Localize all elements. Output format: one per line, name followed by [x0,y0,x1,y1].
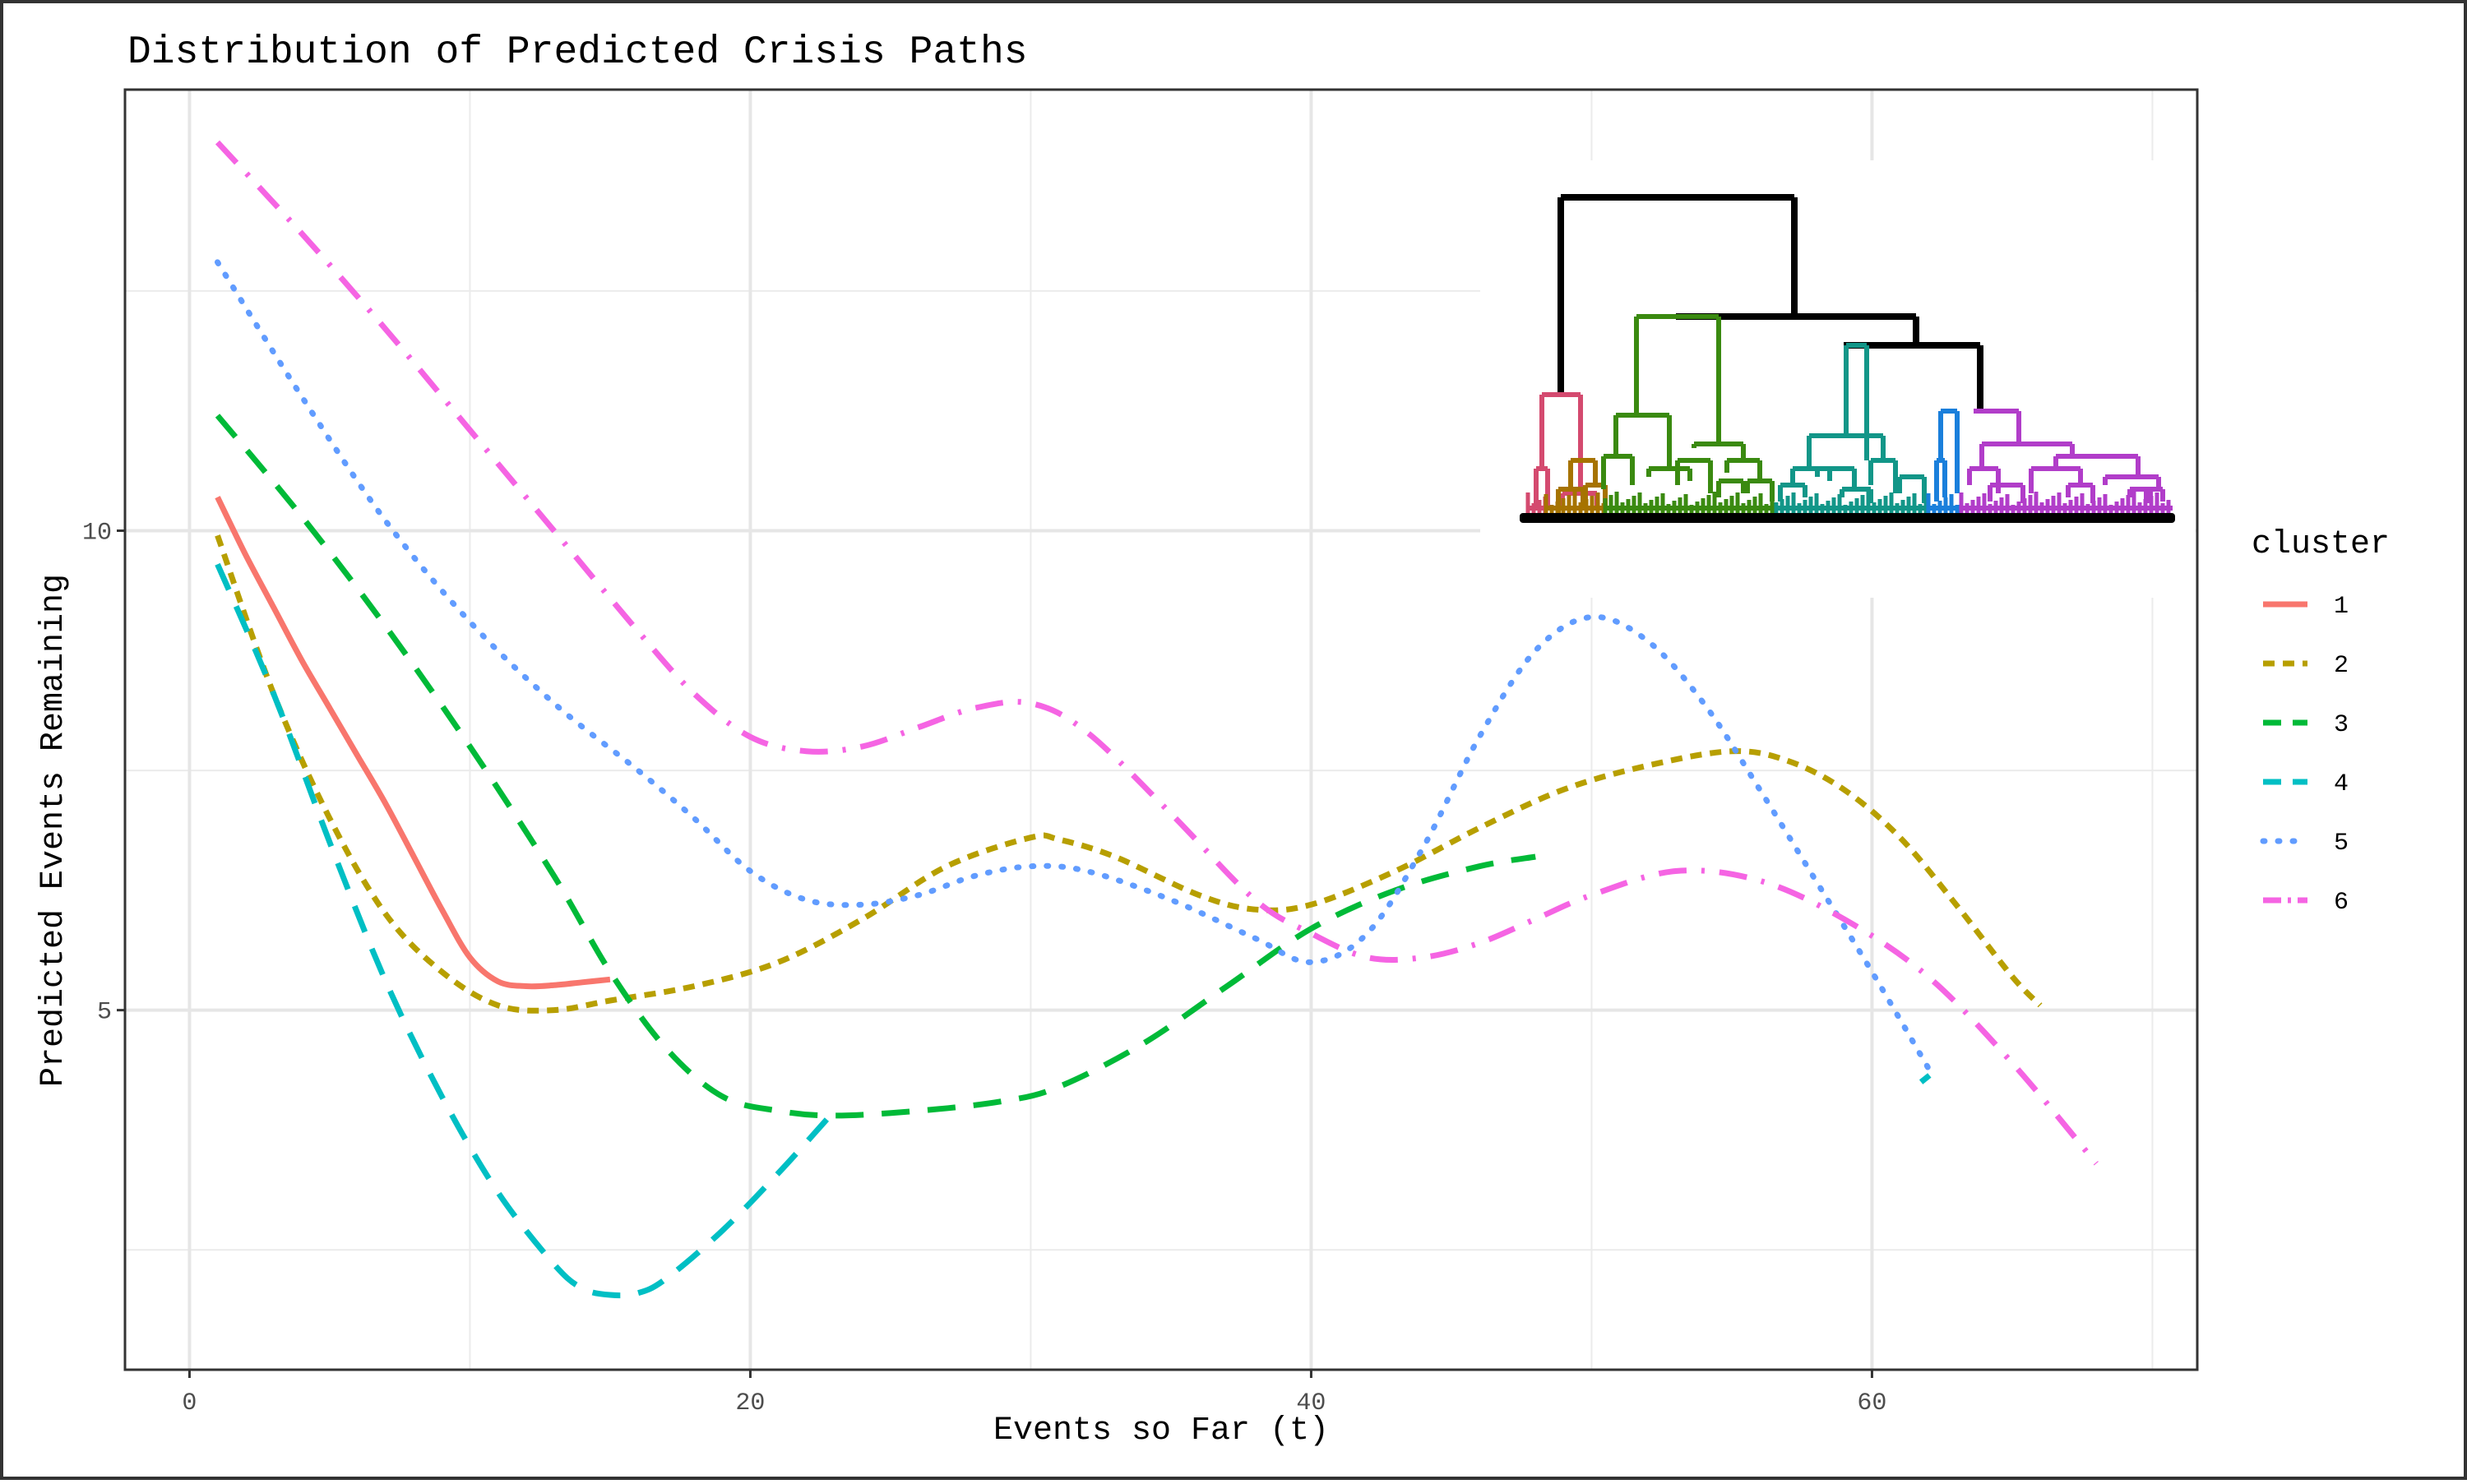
legend-items: 1 2 3 4 5 6 [2260,593,2349,917]
x-tick-label: 20 [735,1389,765,1417]
x-tick-label: 40 [1296,1389,1326,1417]
plot-panel-border [123,88,2199,1371]
series-lines [215,140,2099,1299]
legend-label-6: 6 [2334,889,2349,917]
series-line-4 [1919,1073,1932,1084]
series-line-6 [215,140,2099,1166]
legend-title: cluster [2252,526,2390,563]
x-tick-label: 0 [182,1389,197,1417]
x-tick-label: 60 [1857,1389,1886,1417]
x-axis-label: Events so Far (t) [993,1412,1329,1449]
legend-label-5: 5 [2334,830,2349,858]
inset-dendrogram [1480,160,2196,598]
series-line-2 [215,534,2043,1014]
dendrogram-leaf-baseline [1520,513,2175,523]
series-line-4 [215,562,837,1299]
series-line-5 [215,259,1932,1071]
y-axis-label: Predicted Events Remaining [35,574,72,1087]
y-tick-label: 10 [82,519,112,547]
series-line-3 [215,414,1536,1119]
legend-label-1: 1 [2334,593,2349,621]
x-axis: 0 20 40 60 [182,1370,1886,1417]
y-tick-label: 5 [97,999,112,1027]
chart-title: Distribution of Predicted Crisis Paths [127,30,1028,75]
legend-label-2: 2 [2334,652,2349,680]
legend-label-3: 3 [2334,711,2349,739]
inset-background [1480,160,2196,598]
legend-label-4: 4 [2334,770,2349,798]
y-axis: 5 10 [82,519,125,1027]
series-line-1 [215,496,611,990]
legend: cluster 1 2 3 4 5 6 [2252,526,2390,917]
